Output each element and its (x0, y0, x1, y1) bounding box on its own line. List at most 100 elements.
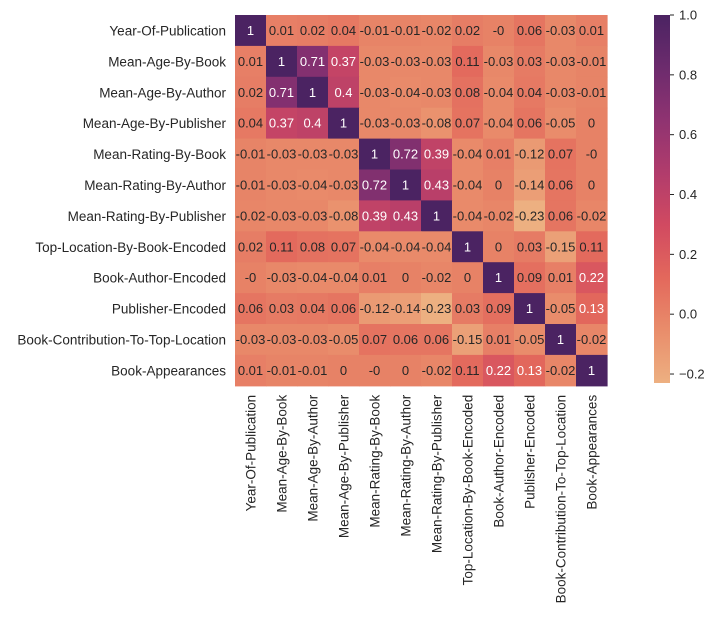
x-tick-label: Top-Location-By-Book-Encoded (461, 395, 476, 586)
heatmap-cell-value: -0.01 (577, 54, 607, 69)
heatmap-cell (452, 138, 484, 171)
heatmap-cell-value: 0.11 (269, 239, 293, 254)
heatmap-cell-value: 0.06 (517, 116, 542, 131)
heatmap-cell (545, 107, 577, 140)
x-tick-label: Publisher-Encoded (523, 395, 538, 509)
heatmap-cell (359, 262, 391, 294)
colorbar-tick-label: −0.2 (679, 367, 705, 382)
heatmap-cell-value: -0.01 (577, 85, 607, 100)
heatmap-cell (235, 76, 267, 109)
heatmap-cell (576, 169, 608, 201)
x-tick-label: Book-Author-Encoded (492, 395, 507, 528)
heatmap-cell-value: -0.03 (298, 147, 328, 162)
heatmap-cell-value: 0.04 (517, 85, 542, 100)
heatmap-cell-value: -0.14 (515, 177, 545, 192)
heatmap-cell (421, 138, 453, 171)
heatmap-cell-value: 0.09 (486, 301, 511, 316)
heatmap-cell (545, 324, 577, 356)
heatmap-cell (483, 169, 515, 201)
heatmap-cell (390, 354, 422, 387)
heatmap-cell-value: 0.22 (579, 270, 604, 285)
heatmap-cell (235, 231, 267, 263)
heatmap-cell (297, 200, 329, 232)
heatmap-cell-value: 1 (464, 239, 471, 254)
heatmap-cell-value: 1 (433, 208, 440, 223)
colorbar: 1.0 0.8 0.6 0.4 0.2 0.0 −0.2 (654, 8, 705, 383)
y-tick-label: Mean-Rating-By-Book (93, 147, 226, 162)
heatmap-cell-value: 0.11 (455, 54, 479, 69)
heatmap-cell-value: -0.02 (546, 363, 576, 378)
heatmap-cell-value: -0.15 (453, 332, 483, 347)
heatmap-cell (421, 293, 453, 325)
heatmap-cell (297, 107, 329, 140)
heatmap-cell-value: -0.14 (391, 301, 421, 316)
heatmap-cell-value: 0 (495, 239, 502, 254)
heatmap-cell-value: -0.04 (453, 177, 483, 192)
x-tick-label: Mean-Rating-By-Author (399, 394, 414, 536)
heatmap-cell-value: 1 (557, 332, 564, 347)
heatmap-cell-labels: 1 0.01 0.02 0.04 -0.01 -0.01 -0.02 0.02 -0 0.06 -0… (236, 23, 607, 378)
x-tick-label: Mean-Rating-By-Book (368, 395, 383, 528)
heatmap-cell (452, 45, 484, 78)
heatmap-cell (297, 45, 329, 78)
heatmap-cell-value: -0.05 (546, 301, 576, 316)
heatmap-cell-value: -0.03 (484, 54, 514, 69)
y-tick-label: Mean-Age-By-Author (99, 85, 226, 100)
heatmap-cell-value: -0.01 (391, 23, 421, 38)
x-tick-label: Mean-Age-By-Author (306, 394, 321, 521)
heatmap-cell (390, 138, 422, 171)
y-tick-label: Top-Location-By-Book-Encoded (35, 240, 226, 255)
heatmap-cell-value: -0.03 (546, 85, 576, 100)
heatmap-cell (452, 262, 484, 294)
y-tick-label: Mean-Rating-By-Author (84, 178, 226, 193)
heatmap-cell (483, 15, 515, 47)
heatmap-cell (545, 138, 577, 171)
heatmap-cell (452, 293, 484, 325)
heatmap-cell-value: 0.02 (300, 23, 325, 38)
heatmap-cell-value: -0.01 (360, 23, 390, 38)
heatmap-cell (235, 107, 267, 140)
heatmap-cell-value: 1 (247, 23, 254, 38)
x-tick-label: Mean-Rating-By-Publisher (430, 394, 445, 553)
y-tick-label: Book-Contribution-To-Top-Location (17, 332, 226, 347)
heatmap-cell-value: -0.03 (329, 177, 359, 192)
heatmap-cell (483, 262, 515, 294)
heatmap-cell-value: -0.03 (422, 85, 452, 100)
heatmap-cell-value: -0.05 (515, 332, 545, 347)
y-tick-label: Mean-Age-By-Book (108, 54, 226, 69)
heatmap-cell-value: 0.01 (269, 23, 294, 38)
heatmap-cell (328, 15, 360, 47)
heatmap-cell (452, 15, 484, 47)
heatmap-cell (328, 45, 360, 78)
heatmap-cell (421, 45, 453, 78)
heatmap-cell (421, 107, 453, 140)
heatmap-cell-value: -0.03 (546, 54, 576, 69)
heatmap-cell-value: -0.08 (329, 208, 359, 223)
heatmap-cell-value: -0.08 (422, 116, 452, 131)
heatmap-cell (297, 324, 329, 356)
heatmap-cell-value: 0.06 (517, 23, 542, 38)
heatmap-cell-value: -0 (586, 147, 598, 162)
y-tick-label: Book-Author-Encoded (93, 271, 226, 286)
heatmap-cell-value: -0.02 (422, 363, 452, 378)
heatmap-cell (514, 262, 546, 294)
heatmap-cell-value: -0.03 (391, 54, 421, 69)
x-tick-label: Year-Of-Publication (244, 395, 259, 512)
heatmap-cell (235, 200, 267, 232)
heatmap-cell (576, 138, 608, 171)
heatmap-cell-value: 0.4 (303, 116, 321, 131)
heatmap-cell (452, 76, 484, 109)
heatmap-cell (359, 293, 391, 325)
heatmap-cell-value: 0.37 (331, 54, 356, 69)
heatmap-cell (483, 138, 515, 171)
heatmap-cell (545, 169, 577, 201)
heatmap-cell (421, 354, 453, 387)
heatmap-cell-value: 0.37 (269, 116, 294, 131)
colorbar-tick-label: 0.2 (679, 247, 697, 262)
heatmap-cell (545, 76, 577, 109)
y-axis-tick-labels: Year-Of-Publication Mean-Age-By-Book Mean-… (17, 23, 226, 378)
heatmap-cell (235, 293, 267, 325)
heatmap-cell-value: -0.03 (267, 208, 297, 223)
heatmap-cell (514, 200, 546, 232)
heatmap-cell-value: 0 (588, 116, 595, 131)
